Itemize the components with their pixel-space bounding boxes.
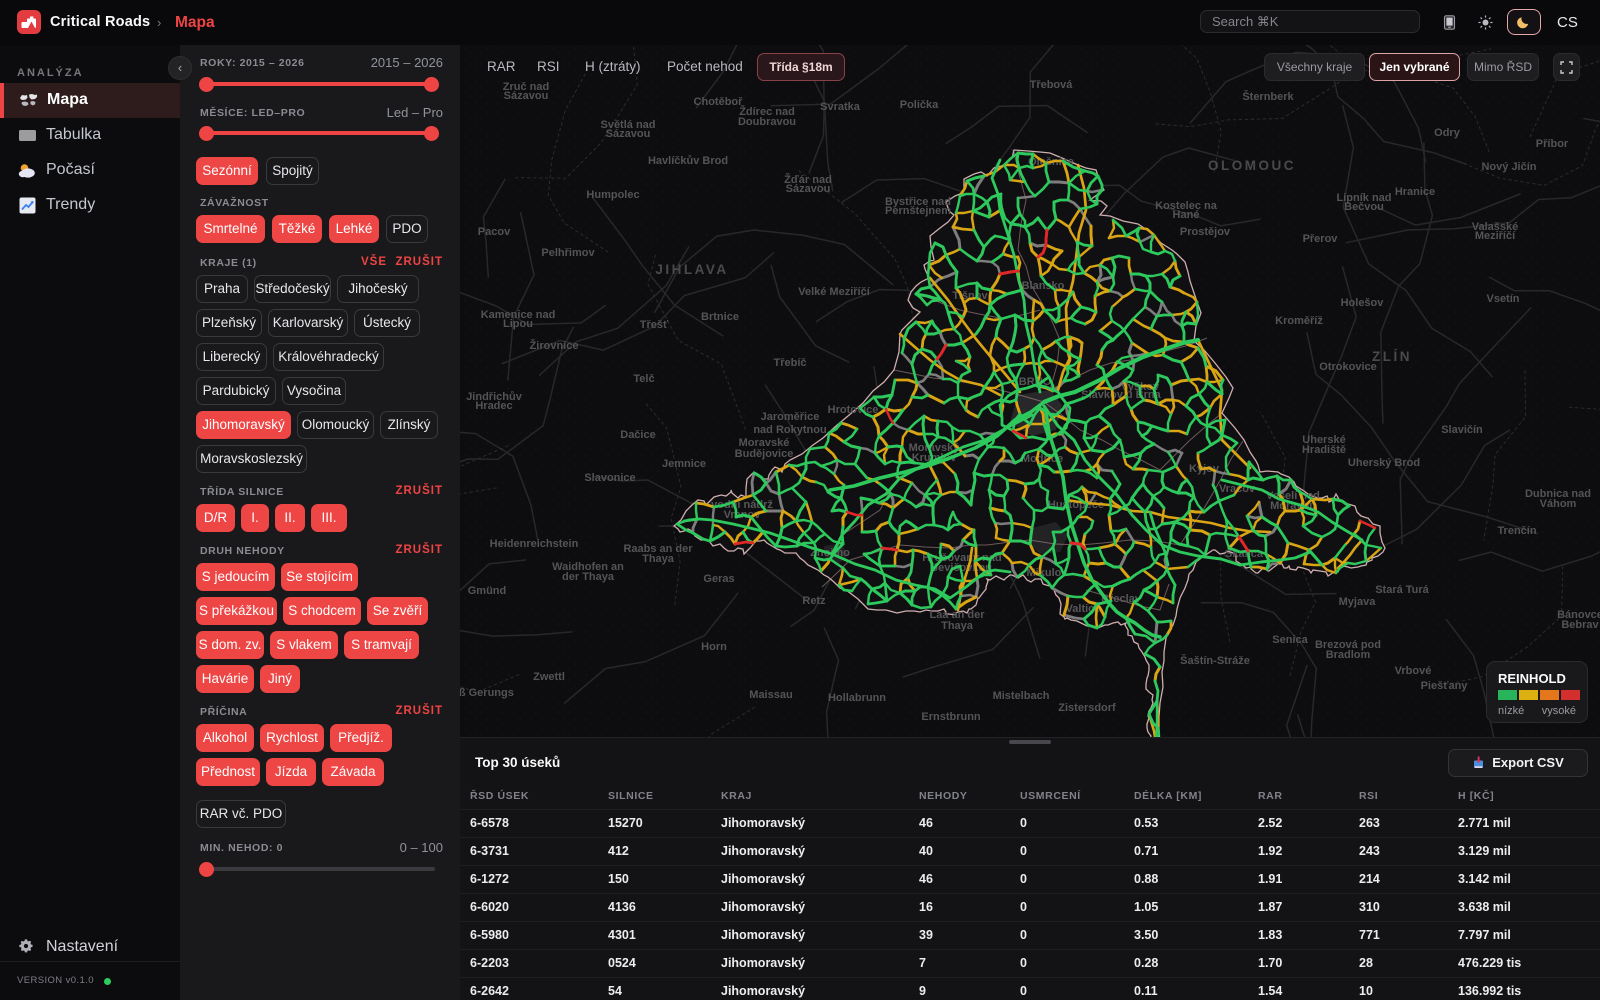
svg-text:Ždírec nad: Ždírec nad xyxy=(739,105,795,118)
svg-text:Jaroměřice: Jaroměřice xyxy=(761,411,820,423)
svg-text:Hranice: Hranice xyxy=(1395,186,1435,198)
svg-text:Sázavou: Sázavou xyxy=(786,183,831,195)
svg-text:Bradlom: Bradlom xyxy=(1326,649,1371,661)
svg-text:Zistersdorf: Zistersdorf xyxy=(1058,702,1116,714)
svg-text:Maissau: Maissau xyxy=(749,689,792,701)
svg-text:Hrušovany nad: Hrušovany nad xyxy=(922,552,1001,564)
svg-text:Meziříčí: Meziříčí xyxy=(1475,230,1516,242)
svg-text:Dubnica nad: Dubnica nad xyxy=(1525,488,1591,500)
svg-text:Stará Turá: Stará Turá xyxy=(1375,584,1429,596)
svg-text:Slavičín: Slavičín xyxy=(1441,424,1483,436)
svg-text:Moravský: Moravský xyxy=(909,442,961,454)
svg-text:Doubravou: Doubravou xyxy=(738,116,796,128)
svg-text:Holešov: Holešov xyxy=(1341,297,1385,309)
svg-text:Piešťany: Piešťany xyxy=(1421,680,1469,692)
svg-text:Bebrav: Bebrav xyxy=(1561,619,1599,631)
svg-text:Uherský Brod: Uherský Brod xyxy=(1348,457,1420,469)
svg-text:Kroměříž: Kroměříž xyxy=(1275,315,1323,327)
svg-text:Polička: Polička xyxy=(900,99,939,111)
svg-text:Dačice: Dačice xyxy=(620,429,655,441)
svg-text:Pernštejnem: Pernštejnem xyxy=(885,205,951,217)
svg-text:JIHLAVA: JIHLAVA xyxy=(655,262,728,277)
svg-text:Příbor: Příbor xyxy=(1536,138,1569,150)
svg-text:Prostějov: Prostějov xyxy=(1180,226,1231,238)
svg-text:Uherské: Uherské xyxy=(1302,434,1345,446)
svg-text:Žirovnice: Žirovnice xyxy=(530,339,579,352)
svg-text:Gmünd: Gmünd xyxy=(468,585,507,597)
svg-text:Kamenice nad: Kamenice nad xyxy=(481,309,556,321)
svg-text:Lipník nad: Lipník nad xyxy=(1337,192,1392,204)
svg-text:Jemnice: Jemnice xyxy=(662,458,706,470)
svg-text:Telč: Telč xyxy=(633,373,654,385)
svg-text:OLOMOUC: OLOMOUC xyxy=(1208,158,1296,173)
svg-text:Hollabrunn: Hollabrunn xyxy=(828,692,886,704)
svg-text:Šaštín-Stráže: Šaštín-Stráže xyxy=(1180,654,1250,667)
svg-text:Šternberk: Šternberk xyxy=(1242,90,1294,103)
svg-text:Horn: Horn xyxy=(701,641,727,653)
svg-text:Zruč nad: Zruč nad xyxy=(503,81,549,93)
svg-text:Valašské: Valašské xyxy=(1472,221,1519,233)
svg-text:Mistelbach: Mistelbach xyxy=(993,690,1050,702)
svg-text:Mikulov: Mikulov xyxy=(1027,567,1069,579)
svg-text:Thaya: Thaya xyxy=(941,620,974,632)
svg-text:Vsetín: Vsetín xyxy=(1486,293,1519,305)
svg-text:Svratka: Svratka xyxy=(820,101,861,113)
svg-text:Přerov: Přerov xyxy=(1303,233,1339,245)
svg-text:Nový Jičín: Nový Jičín xyxy=(1481,161,1536,173)
svg-text:Brtnice: Brtnice xyxy=(701,311,739,323)
svg-text:Moravské: Moravské xyxy=(739,437,790,449)
svg-text:Hradec: Hradec xyxy=(475,400,512,412)
svg-text:Světlá nad: Světlá nad xyxy=(600,119,655,131)
svg-text:Myjava: Myjava xyxy=(1339,596,1377,608)
svg-text:Senica: Senica xyxy=(1272,634,1308,646)
svg-text:Raabs an der: Raabs an der xyxy=(623,543,693,555)
svg-text:Bánovce: Bánovce xyxy=(1557,609,1600,621)
svg-text:Třebová: Třebová xyxy=(1030,79,1074,91)
svg-text:Brezová pod: Brezová pod xyxy=(1315,639,1381,651)
svg-text:Třebíč: Třebíč xyxy=(773,357,806,369)
svg-text:Lipou: Lipou xyxy=(503,318,533,330)
svg-text:Chotěboř: Chotěboř xyxy=(694,96,744,108)
svg-text:Jindřichův: Jindřichův xyxy=(466,391,523,403)
svg-text:Váhom: Váhom xyxy=(1540,498,1577,510)
svg-text:der Thaya: der Thaya xyxy=(562,571,615,583)
svg-text:Heidenreichstein: Heidenreichstein xyxy=(490,538,579,550)
svg-text:oß Gerungs: oß Gerungs xyxy=(460,687,514,699)
svg-text:Odry: Odry xyxy=(1434,127,1461,139)
svg-text:Hané: Hané xyxy=(1173,209,1200,221)
svg-text:Laa an der: Laa an der xyxy=(929,609,985,621)
svg-text:Retz: Retz xyxy=(802,595,826,607)
svg-text:Havlíčkův Brod: Havlíčkův Brod xyxy=(648,155,728,167)
svg-text:Zwettl: Zwettl xyxy=(533,671,565,683)
svg-text:Pacov: Pacov xyxy=(478,226,511,238)
svg-text:Sázavou: Sázavou xyxy=(504,90,549,102)
svg-text:Ernstbrunn: Ernstbrunn xyxy=(921,711,981,723)
svg-text:Pelhřimov: Pelhřimov xyxy=(541,247,595,259)
svg-text:Moravou: Moravou xyxy=(1270,500,1316,512)
svg-text:Bečvou: Bečvou xyxy=(1344,201,1384,213)
svg-text:Žďár nad: Žďár nad xyxy=(784,173,832,186)
svg-text:Bystřice nad: Bystřice nad xyxy=(885,196,951,208)
svg-text:Hrotovice: Hrotovice xyxy=(828,404,879,416)
svg-text:Kostelec na: Kostelec na xyxy=(1155,200,1218,212)
svg-text:Třešť: Třešť xyxy=(640,319,669,331)
svg-text:Slavonice: Slavonice xyxy=(584,472,635,484)
svg-text:Trenčín: Trenčín xyxy=(1497,525,1536,537)
svg-text:Velké Meziříčí: Velké Meziříčí xyxy=(798,286,870,298)
svg-text:Sázavou: Sázavou xyxy=(606,128,651,140)
svg-text:Hradiště: Hradiště xyxy=(1302,444,1346,456)
svg-text:Vrbové: Vrbové xyxy=(1395,665,1432,677)
svg-text:Geras: Geras xyxy=(703,573,734,585)
svg-text:BRNO: BRNO xyxy=(1019,376,1052,388)
svg-text:Otrokovice: Otrokovice xyxy=(1319,361,1376,373)
svg-text:Thaya: Thaya xyxy=(642,553,675,565)
svg-text:Budějovice: Budějovice xyxy=(735,448,794,460)
svg-text:Waidhofen an: Waidhofen an xyxy=(552,561,624,573)
svg-text:Humpolec: Humpolec xyxy=(586,189,639,201)
svg-text:nad Rokytnou: nad Rokytnou xyxy=(753,424,826,436)
svg-text:ZLÍN: ZLÍN xyxy=(1372,349,1412,364)
